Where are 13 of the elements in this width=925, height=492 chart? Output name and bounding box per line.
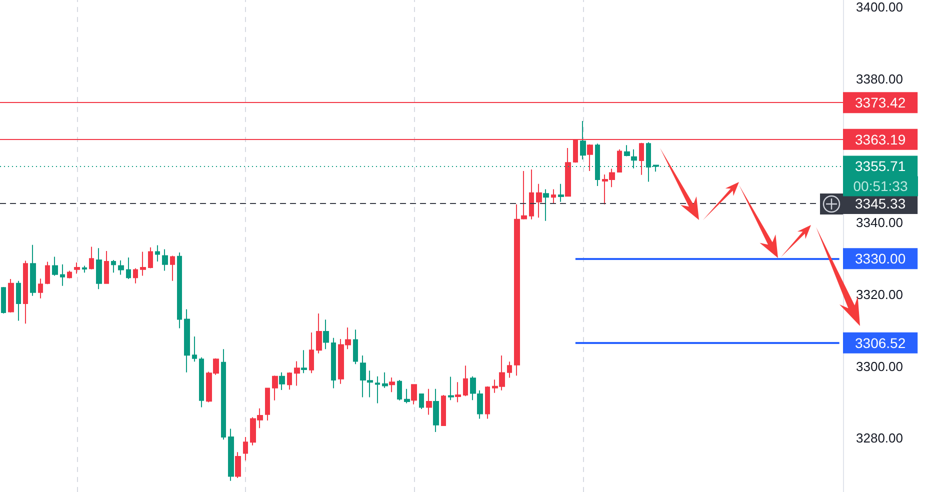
ref-line-label: 3345.33 bbox=[855, 196, 906, 212]
y-tick-label: 3400.00 bbox=[856, 0, 903, 15]
y-tick-label: 3380.00 bbox=[856, 72, 903, 87]
y-tick-label: 3280.00 bbox=[856, 430, 903, 446]
ref-line-label: 3373.42 bbox=[855, 94, 906, 111]
text: 00:51:33 bbox=[853, 178, 908, 194]
ref-line-label: 3330.00 bbox=[855, 250, 906, 267]
ref-line-label: 3363.19 bbox=[855, 131, 906, 148]
ref-line-label: 3355.71 bbox=[855, 158, 906, 174]
y-tick-label: 3320.00 bbox=[856, 286, 903, 302]
y-tick-label: 3300.00 bbox=[856, 358, 903, 374]
y-tick-label: 3340.00 bbox=[856, 215, 903, 230]
ref-line-label: 3306.52 bbox=[855, 334, 906, 351]
